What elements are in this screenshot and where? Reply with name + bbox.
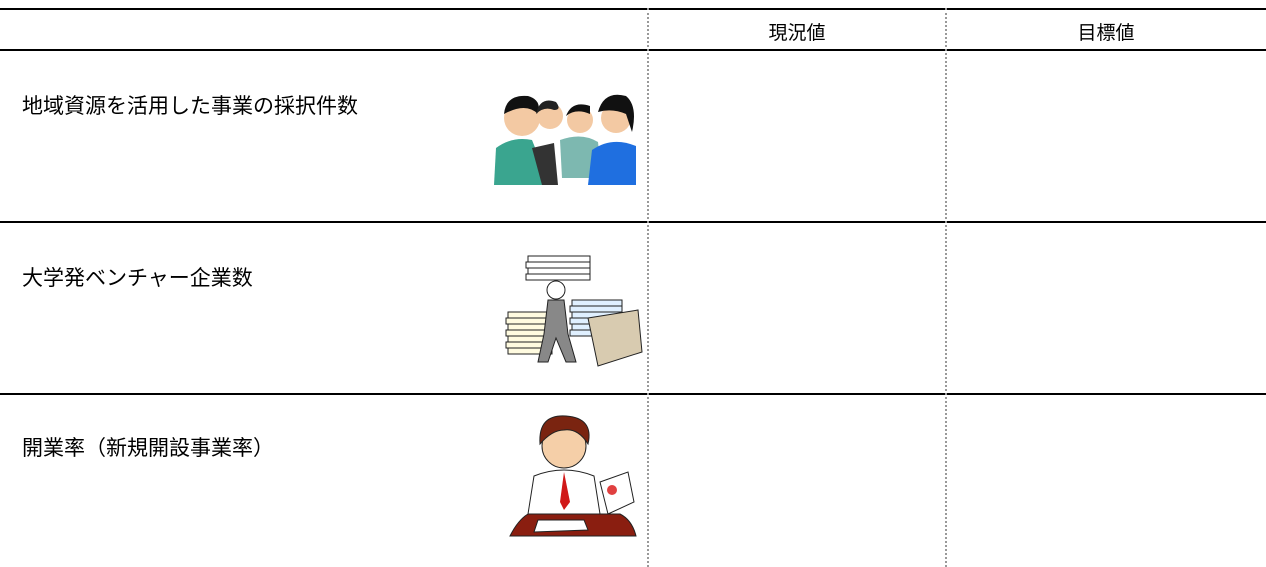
column-divider bbox=[647, 8, 649, 567]
row-label: 地域資源を活用した事業の採択件数 bbox=[22, 94, 358, 118]
rule bbox=[0, 221, 1266, 223]
rule bbox=[0, 393, 1266, 395]
people-clipart bbox=[494, 94, 636, 185]
column-header: 目標値 bbox=[1077, 22, 1135, 44]
column-header: 現況値 bbox=[768, 22, 826, 44]
column-divider bbox=[945, 8, 947, 567]
documents-clipart bbox=[505, 255, 643, 367]
rule bbox=[0, 49, 1266, 51]
worker-clipart bbox=[509, 415, 637, 537]
row-label: 開業率（新規開設事業率） bbox=[22, 436, 274, 460]
row-label: 大学発ベンチャー企業数 bbox=[22, 266, 253, 290]
rule bbox=[0, 8, 1266, 10]
